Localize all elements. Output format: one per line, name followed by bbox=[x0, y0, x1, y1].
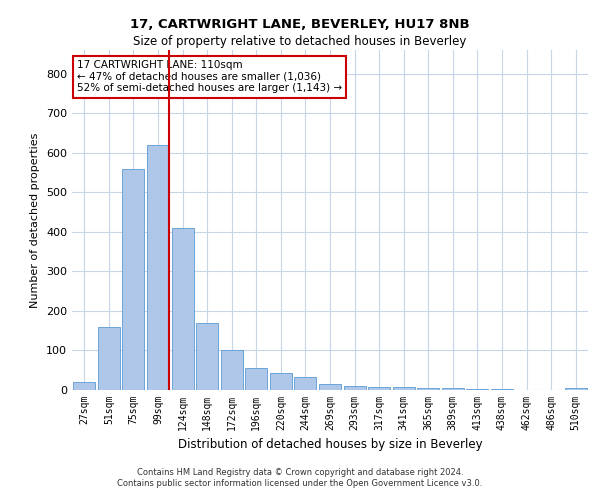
Text: Size of property relative to detached houses in Beverley: Size of property relative to detached ho… bbox=[133, 35, 467, 48]
Bar bbox=[270, 373, 292, 390]
Bar bbox=[442, 388, 464, 390]
Y-axis label: Number of detached properties: Number of detached properties bbox=[31, 132, 40, 308]
Bar bbox=[295, 378, 316, 390]
Bar bbox=[98, 326, 120, 390]
Bar bbox=[122, 168, 145, 390]
Bar bbox=[196, 323, 218, 390]
Bar bbox=[172, 228, 194, 390]
Bar bbox=[147, 145, 169, 390]
Bar bbox=[73, 382, 95, 390]
Bar bbox=[344, 386, 365, 390]
Text: 17 CARTWRIGHT LANE: 110sqm
← 47% of detached houses are smaller (1,036)
52% of s: 17 CARTWRIGHT LANE: 110sqm ← 47% of deta… bbox=[77, 60, 342, 94]
Bar bbox=[368, 387, 390, 390]
Bar bbox=[392, 387, 415, 390]
Bar bbox=[466, 389, 488, 390]
Bar bbox=[417, 388, 439, 390]
X-axis label: Distribution of detached houses by size in Beverley: Distribution of detached houses by size … bbox=[178, 438, 482, 452]
Bar bbox=[565, 388, 587, 390]
Bar bbox=[491, 389, 513, 390]
Text: Contains HM Land Registry data © Crown copyright and database right 2024.
Contai: Contains HM Land Registry data © Crown c… bbox=[118, 468, 482, 487]
Text: 17, CARTWRIGHT LANE, BEVERLEY, HU17 8NB: 17, CARTWRIGHT LANE, BEVERLEY, HU17 8NB bbox=[130, 18, 470, 30]
Bar bbox=[221, 350, 243, 390]
Bar bbox=[245, 368, 268, 390]
Bar bbox=[319, 384, 341, 390]
